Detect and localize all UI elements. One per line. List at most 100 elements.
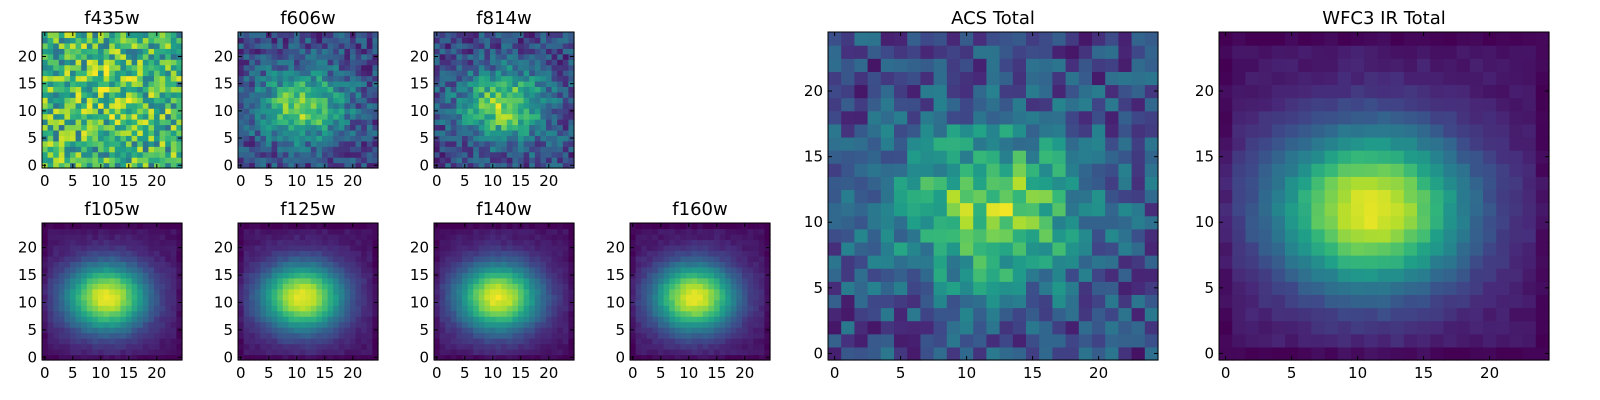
heatmap-cell [551,223,558,230]
heatmap-cell [456,294,463,301]
heatmap-cell [333,261,340,268]
heatmap-cell [372,48,379,55]
heatmap-cell [327,53,334,60]
heatmap-cell [249,108,256,115]
heatmap-cell [142,316,149,323]
heatmap-cell [697,223,704,230]
heatmap-cell [159,129,166,136]
heatmap-cell [327,97,334,104]
heatmap-cell [551,288,558,295]
heatmap-cell [501,244,508,251]
heatmap-cell [305,266,312,273]
heatmap-cell [1065,307,1080,322]
heatmap-cell [243,305,250,312]
heatmap-cell [70,250,77,257]
heatmap-cell [434,277,441,284]
heatmap-cell [434,239,441,246]
heatmap-cell [64,124,71,131]
heatmap-cell [462,80,469,87]
heatmap-cell [131,32,138,39]
heatmap-cell [165,261,172,268]
heatmap-cell [288,113,295,120]
heatmap-cell [540,124,547,131]
heatmap-cell [114,261,121,268]
heatmap-cell [1012,228,1027,243]
heatmap-cell [478,32,485,39]
heatmap-cell [361,261,368,268]
heatmap-cell [176,266,183,273]
axes-frame [41,31,183,169]
heatmap-cell [372,124,379,131]
heatmap-cell [686,266,693,273]
heatmap-cell [148,338,155,345]
heatmap-cell [747,250,754,257]
heatmap-cell [249,42,256,49]
heatmap-cell [277,64,284,71]
heatmap-cell [120,354,127,361]
heatmap-cell [736,305,743,312]
heatmap-cell [238,64,245,71]
heatmap-cell [64,305,71,312]
heatmap-cell [646,316,653,323]
heatmap-cell [880,294,895,309]
heatmap-cell [142,321,149,328]
heatmap-cell [137,288,144,295]
heatmap-cell [75,53,82,60]
heatmap-cell [47,272,54,279]
heatmap-cell [238,349,245,356]
heatmap-cell [1026,333,1040,348]
heatmap-cell [137,228,144,235]
heatmap-cell [92,86,99,93]
heatmap-cell [333,80,340,87]
heatmap-cell [266,294,273,301]
heatmap-cell [1039,255,1053,269]
heatmap-cell [277,316,284,323]
heatmap-cell [322,80,329,87]
heatmap-cell [523,228,530,235]
heatmap-cell [282,343,289,350]
heatmap-cell [260,162,267,169]
heatmap-cell [126,305,133,312]
heatmap-cell [310,162,317,169]
heatmap-cell [282,250,289,257]
heatmap-cell [484,70,491,77]
heatmap-cell [361,70,368,77]
x-tick-label: 0 [236,364,246,382]
heatmap-cell [260,283,267,290]
heatmap-cell [534,75,541,82]
heatmap-cell [165,86,172,93]
heatmap-cell [557,157,564,164]
heatmap-cell [568,255,575,262]
heatmap-cell [109,91,116,98]
heatmap-cell [137,129,144,136]
heatmap-cell [697,349,704,356]
heatmap-cell [1026,241,1040,256]
heatmap-cell [249,48,256,55]
heatmap-cell [249,129,256,136]
heatmap-cell [53,140,60,147]
heatmap-cell [86,244,93,251]
heatmap-cell [506,255,513,262]
heatmap-cell [310,157,317,164]
heatmap-cell [333,102,340,109]
heatmap-cell [361,305,368,312]
heatmap-cell [260,146,267,153]
heatmap-cell [254,129,261,136]
heatmap-cell [126,228,133,235]
heatmap-cell [238,255,245,262]
heatmap-cell [635,277,642,284]
heatmap-cell [557,283,564,290]
heatmap-cell [75,244,82,251]
heatmap-cell [103,32,110,39]
heatmap-cell [506,135,513,142]
heatmap-cell [271,338,278,345]
heatmap-cell [719,277,726,284]
heatmap-cell [260,266,267,273]
heatmap-cell [702,239,709,246]
heatmap-cell [271,86,278,93]
heatmap-cell [907,176,921,191]
heatmap-cell [551,80,558,87]
heatmap-cell [305,327,312,334]
heatmap-cell [53,162,60,169]
heatmap-cell [557,338,564,345]
